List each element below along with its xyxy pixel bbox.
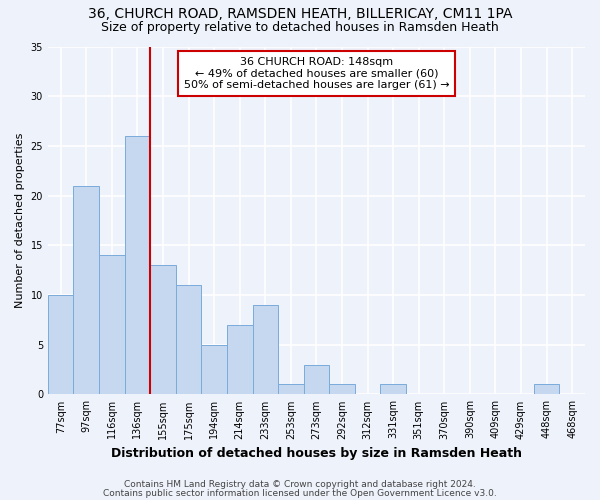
Bar xyxy=(99,256,125,394)
Y-axis label: Number of detached properties: Number of detached properties xyxy=(15,133,25,308)
Text: Contains HM Land Registry data © Crown copyright and database right 2024.: Contains HM Land Registry data © Crown c… xyxy=(124,480,476,489)
X-axis label: Distribution of detached houses by size in Ramsden Heath: Distribution of detached houses by size … xyxy=(111,447,522,460)
Bar xyxy=(125,136,150,394)
Bar xyxy=(253,305,278,394)
Bar xyxy=(202,344,227,395)
Text: 36, CHURCH ROAD, RAMSDEN HEATH, BILLERICAY, CM11 1PA: 36, CHURCH ROAD, RAMSDEN HEATH, BILLERIC… xyxy=(88,8,512,22)
Text: Size of property relative to detached houses in Ramsden Heath: Size of property relative to detached ho… xyxy=(101,21,499,34)
Bar xyxy=(227,325,253,394)
Text: Contains public sector information licensed under the Open Government Licence v3: Contains public sector information licen… xyxy=(103,488,497,498)
Bar xyxy=(278,384,304,394)
Bar xyxy=(150,265,176,394)
Bar xyxy=(380,384,406,394)
Bar xyxy=(304,364,329,394)
Bar xyxy=(534,384,559,394)
Bar xyxy=(329,384,355,394)
Bar xyxy=(176,285,202,395)
Bar xyxy=(48,295,73,394)
Text: 36 CHURCH ROAD: 148sqm
← 49% of detached houses are smaller (60)
50% of semi-det: 36 CHURCH ROAD: 148sqm ← 49% of detached… xyxy=(184,57,449,90)
Bar xyxy=(73,186,99,394)
